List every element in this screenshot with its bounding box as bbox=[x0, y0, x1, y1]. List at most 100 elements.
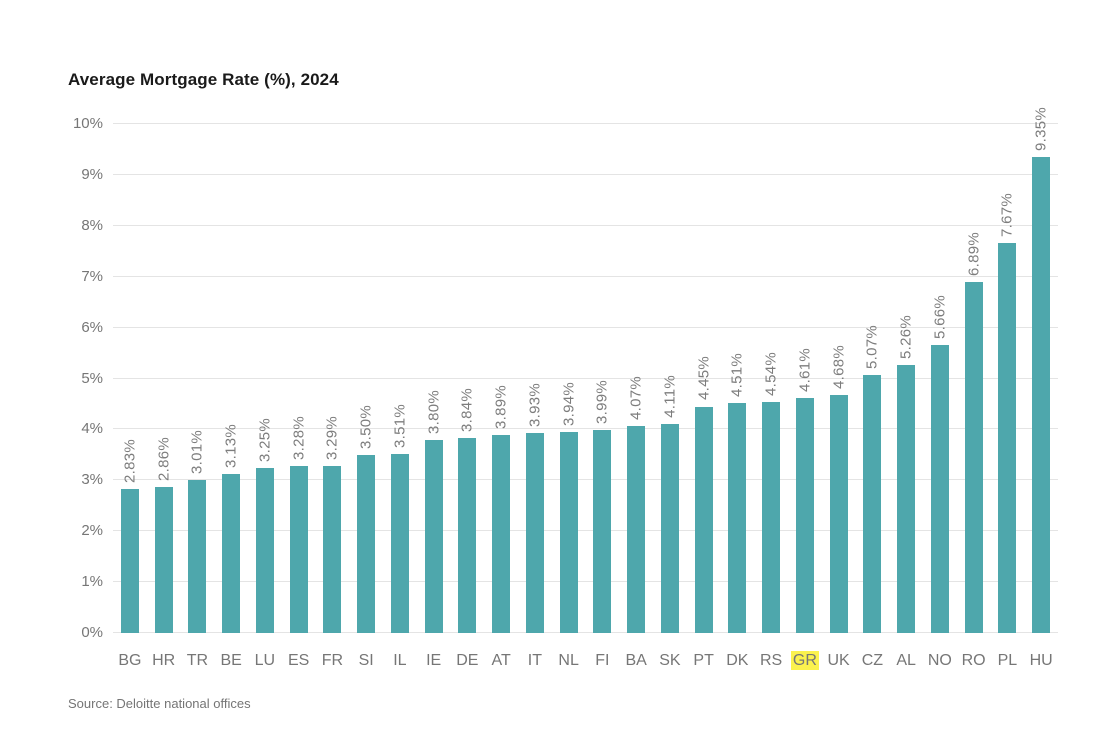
x-tick-label-uk: UK bbox=[827, 652, 850, 669]
y-tick-label: 4% bbox=[81, 420, 103, 438]
chart-title: Average Mortgage Rate (%), 2024 bbox=[68, 70, 339, 89]
bar-slot-ro: 6.89% bbox=[957, 124, 991, 633]
bar-bg bbox=[120, 488, 139, 633]
bar-slot-al: 5.26% bbox=[889, 124, 923, 633]
x-tick-label-bg: BG bbox=[118, 652, 142, 669]
bar-slot-ba: 4.07% bbox=[619, 124, 653, 633]
x-tick-label-de: DE bbox=[456, 652, 479, 669]
x-tick-label-rs: RS bbox=[760, 652, 783, 669]
x-tick-label-pl: PL bbox=[997, 652, 1018, 669]
bar-hr bbox=[154, 487, 173, 633]
bar-value-label: 3.29% bbox=[323, 415, 341, 460]
bar-value-label: 4.54% bbox=[762, 351, 780, 396]
bar-it bbox=[525, 432, 544, 633]
y-tick-label: 8% bbox=[81, 216, 103, 234]
x-tick-label-ie: IE bbox=[426, 652, 442, 669]
bar-al bbox=[897, 365, 916, 633]
bar-uk bbox=[829, 394, 848, 633]
gridline bbox=[113, 123, 1058, 124]
x-tick-label-il: IL bbox=[393, 652, 407, 669]
x-tick-label-fr: FR bbox=[321, 652, 344, 669]
bar-slot-tr: 3.01% bbox=[181, 124, 215, 633]
gridline bbox=[113, 173, 1058, 175]
bar-si bbox=[357, 454, 376, 633]
bar-slot-ie: 3.80% bbox=[417, 124, 451, 633]
bar-dk bbox=[728, 403, 747, 633]
x-tick-label-fi: FI bbox=[595, 652, 610, 669]
x-tick-label-it: IT bbox=[527, 652, 542, 669]
y-tick-label: 3% bbox=[81, 471, 103, 489]
bar-value-label: 3.01% bbox=[188, 429, 206, 474]
bar-value-label: 3.25% bbox=[256, 417, 274, 462]
bar-slot-lu: 3.25% bbox=[248, 124, 282, 633]
bar-value-label: 5.66% bbox=[931, 294, 949, 339]
bar-gr bbox=[795, 398, 814, 633]
x-tick-label-ro: RO bbox=[961, 652, 986, 669]
x-tick-label-hr: HR bbox=[152, 652, 176, 669]
bar-slot-sk: 4.11% bbox=[653, 124, 687, 633]
y-tick-label: 7% bbox=[81, 267, 103, 285]
bar-value-label: 3.28% bbox=[290, 416, 308, 461]
source-note: Source: Deloitte national offices bbox=[68, 696, 251, 711]
bar-slot-hu: 9.35% bbox=[1024, 107, 1058, 633]
y-tick-label: 6% bbox=[81, 318, 103, 336]
gridline bbox=[113, 224, 1058, 226]
x-tick-label-no: NO bbox=[927, 652, 952, 669]
bar-lu bbox=[255, 467, 274, 633]
bar-value-label: 5.07% bbox=[863, 324, 881, 369]
bar-nl bbox=[559, 432, 578, 633]
bar-slot-bg: 2.83% bbox=[113, 124, 147, 633]
bar-value-label: 3.80% bbox=[425, 389, 443, 434]
x-tick-label-hu: HU bbox=[1029, 652, 1053, 669]
x-tick-label-dk: DK bbox=[726, 652, 749, 669]
bar-value-label: 5.26% bbox=[897, 315, 915, 360]
bar-value-label: 4.07% bbox=[627, 375, 645, 420]
bar-slot-be: 3.13% bbox=[214, 124, 248, 633]
x-tick-label-gr: GR bbox=[788, 648, 822, 674]
x-tick-label-sk: SK bbox=[659, 652, 681, 669]
x-tick-label-cz: CZ bbox=[861, 652, 884, 669]
bar-rs bbox=[762, 401, 781, 633]
gridline bbox=[113, 581, 1058, 583]
gridline bbox=[113, 428, 1058, 430]
y-tick-label: 5% bbox=[81, 369, 103, 387]
x-tick-label-nl: NL bbox=[558, 652, 579, 669]
bar-slot-pl: 7.67% bbox=[991, 124, 1025, 633]
bar-slot-si: 3.50% bbox=[349, 124, 383, 633]
bar-value-label: 6.89% bbox=[965, 232, 983, 277]
bar-value-label: 4.61% bbox=[796, 348, 814, 393]
bar-slot-nl: 3.94% bbox=[552, 124, 586, 633]
x-axis: BG HR TR BE LU ES FR SI IL IE DE AT IT NL FI BA SK PT DK RS… bbox=[113, 648, 1058, 674]
y-tick-label: 9% bbox=[81, 165, 103, 183]
bar-slot-uk: 4.68% bbox=[822, 124, 856, 633]
bar-value-label: 9.35% bbox=[1032, 107, 1050, 152]
bar-value-label: 2.83% bbox=[121, 438, 139, 483]
x-tick-label-lu: LU bbox=[254, 652, 276, 669]
x-tick-label-al: AL bbox=[896, 652, 916, 669]
x-tick-label-es: ES bbox=[287, 652, 310, 669]
bar-value-label: 4.68% bbox=[830, 344, 848, 389]
x-tick-label-pt: PT bbox=[693, 652, 714, 669]
bar-slot-no: 5.66% bbox=[923, 124, 957, 633]
y-tick-label: 2% bbox=[81, 522, 103, 540]
bar-slot-it: 3.93% bbox=[518, 124, 552, 633]
x-tick-label-tr: TR bbox=[186, 652, 209, 669]
bar-pt bbox=[694, 406, 713, 633]
bar-at bbox=[492, 435, 511, 633]
bar-value-label: 3.89% bbox=[492, 384, 510, 429]
x-tick-label-be: BE bbox=[220, 652, 242, 669]
bar-de bbox=[458, 437, 477, 633]
plot-area: 2.83% 2.86% 3.01% 3.13% 3.25% 3.28% 3.29% 3.50%… bbox=[113, 107, 1058, 633]
bar-value-label: 3.50% bbox=[357, 404, 375, 449]
bar-slot-rs: 4.54% bbox=[754, 124, 788, 633]
bar-cz bbox=[863, 374, 882, 633]
bar-il bbox=[390, 454, 409, 633]
x-tick-label-si: SI bbox=[358, 652, 374, 669]
bar-value-label: 3.94% bbox=[560, 382, 578, 427]
y-tick-label: 1% bbox=[81, 573, 103, 591]
bar-be bbox=[222, 473, 241, 633]
bar-fr bbox=[323, 465, 342, 633]
x-tick-label-at: AT bbox=[491, 652, 511, 669]
bar-slot-hr: 2.86% bbox=[147, 124, 181, 633]
